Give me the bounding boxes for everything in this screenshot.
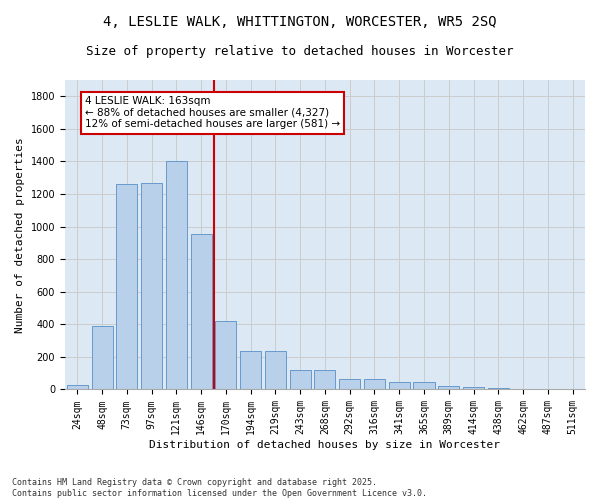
Bar	[215, 321, 236, 390]
Text: Size of property relative to detached houses in Worcester: Size of property relative to detached ho…	[86, 45, 514, 58]
Text: Contains HM Land Registry data © Crown copyright and database right 2025.
Contai: Contains HM Land Registry data © Crown c…	[12, 478, 427, 498]
Bar	[265, 351, 286, 390]
Bar	[67, 386, 88, 390]
Text: 4 LESLIE WALK: 163sqm
← 88% of detached houses are smaller (4,327)
12% of semi-d: 4 LESLIE WALK: 163sqm ← 88% of detached …	[85, 96, 340, 130]
Bar	[438, 386, 460, 390]
Bar	[92, 326, 113, 390]
Text: 4, LESLIE WALK, WHITTINGTON, WORCESTER, WR5 2SQ: 4, LESLIE WALK, WHITTINGTON, WORCESTER, …	[103, 15, 497, 29]
Bar	[339, 379, 360, 390]
Bar	[364, 379, 385, 390]
Bar	[512, 388, 533, 390]
Bar	[141, 184, 162, 390]
Bar	[389, 382, 410, 390]
Bar	[240, 351, 261, 390]
Bar	[463, 387, 484, 390]
Bar	[413, 382, 434, 390]
Bar	[116, 184, 137, 390]
Y-axis label: Number of detached properties: Number of detached properties	[15, 137, 25, 332]
Bar	[290, 370, 311, 390]
X-axis label: Distribution of detached houses by size in Worcester: Distribution of detached houses by size …	[149, 440, 500, 450]
Bar	[314, 370, 335, 390]
Bar	[488, 388, 509, 390]
Bar	[191, 234, 212, 390]
Bar	[166, 162, 187, 390]
